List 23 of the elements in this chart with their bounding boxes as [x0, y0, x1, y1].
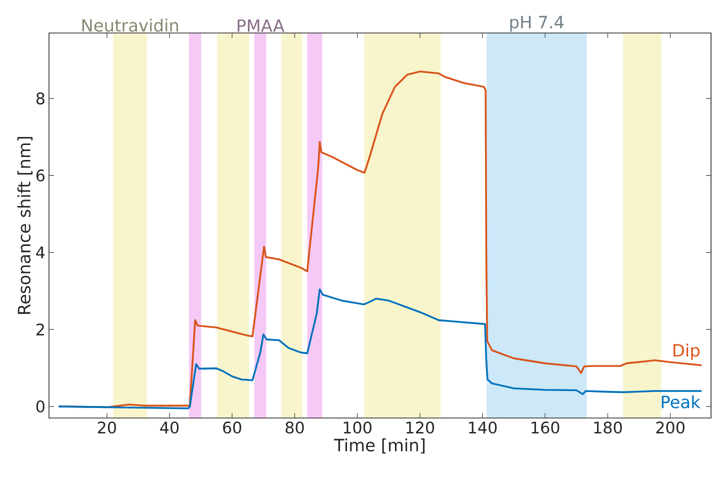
- x-tick-label: 100: [344, 422, 372, 434]
- x-axis-title: Time [min]: [334, 438, 425, 454]
- x-tick-label: 40: [160, 422, 179, 434]
- series-label: Peak: [662, 395, 700, 408]
- x-tick-label: 120: [406, 422, 434, 434]
- y-tick-label: 6: [36, 169, 44, 182]
- line-series: [58, 288, 703, 410]
- band-label: pH 7.4: [510, 16, 564, 32]
- series-label: Dip: [674, 344, 700, 360]
- x-tick-label: 180: [594, 422, 622, 434]
- x-tick-label: 140: [469, 422, 497, 434]
- x-tick-label: 60: [223, 422, 242, 434]
- x-tick-label: 160: [532, 422, 560, 434]
- x-tick-label: 200: [656, 422, 684, 434]
- y-axis-title: Resonance shift [nm]: [17, 136, 33, 314]
- y-tick-label: 4: [36, 246, 45, 258]
- y-tick-label: 8: [36, 92, 44, 104]
- band-label: Neutravidin: [82, 18, 178, 32]
- x-tick-label: 20: [98, 422, 116, 434]
- y-tick-label: 0: [36, 400, 44, 412]
- band-label: PMAA: [238, 19, 284, 32]
- y-tick-label: 2: [36, 324, 44, 336]
- x-tick-label: 80: [286, 422, 304, 434]
